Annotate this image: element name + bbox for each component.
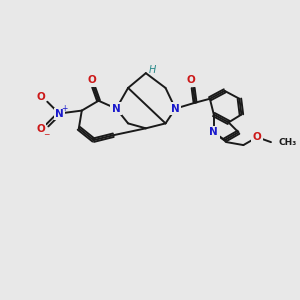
Text: −: − xyxy=(43,130,50,139)
Text: O: O xyxy=(36,92,45,102)
Text: H: H xyxy=(149,65,156,75)
Text: CH₃: CH₃ xyxy=(279,138,297,147)
Text: O: O xyxy=(253,132,262,142)
Text: O: O xyxy=(87,75,96,85)
Text: O: O xyxy=(36,124,45,134)
Text: N: N xyxy=(209,127,218,137)
Text: +: + xyxy=(61,104,67,113)
Text: N: N xyxy=(171,103,180,114)
Text: N: N xyxy=(112,103,121,114)
Text: O: O xyxy=(187,75,196,85)
Text: N: N xyxy=(55,109,64,118)
